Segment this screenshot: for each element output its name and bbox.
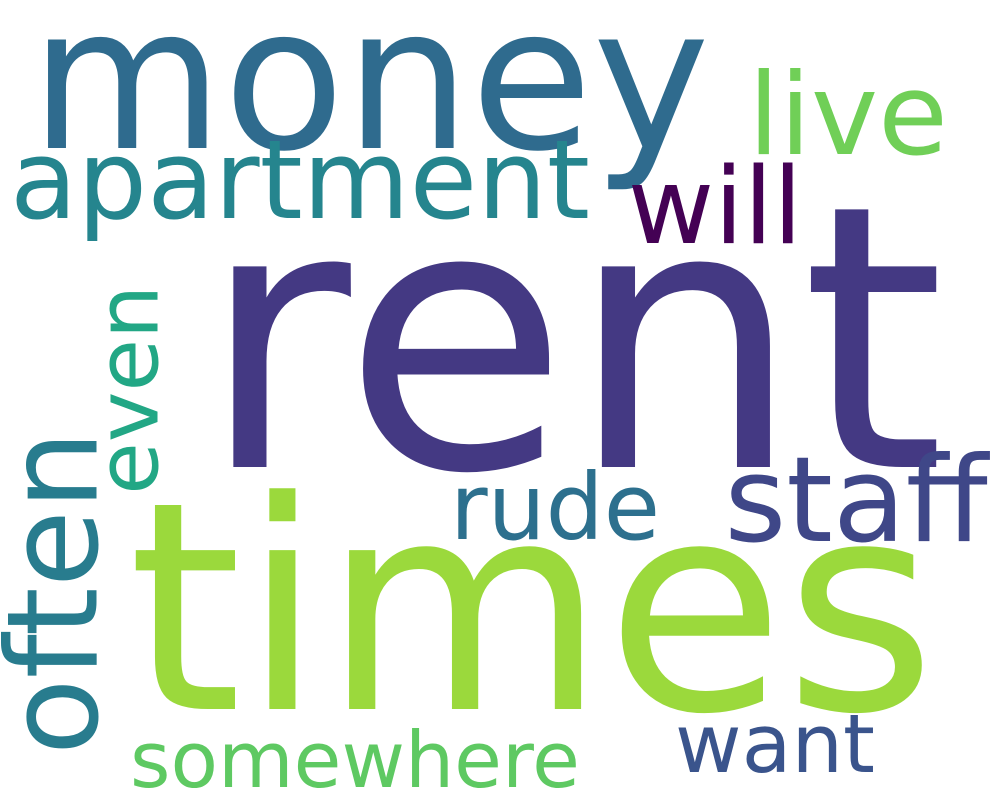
word-rude: rude: [450, 453, 660, 561]
word-live: live: [748, 49, 948, 182]
word-apartment: apartment: [10, 116, 590, 245]
word-will: will: [627, 144, 803, 268]
word-want: want: [675, 697, 875, 793]
word-times: times: [128, 438, 936, 778]
word-rent: rent: [200, 125, 945, 554]
word-somewhere: somewhere: [130, 716, 580, 800]
word-staff: staff: [724, 431, 988, 570]
word-often: often: [0, 430, 127, 755]
word-money: money: [30, 0, 710, 195]
